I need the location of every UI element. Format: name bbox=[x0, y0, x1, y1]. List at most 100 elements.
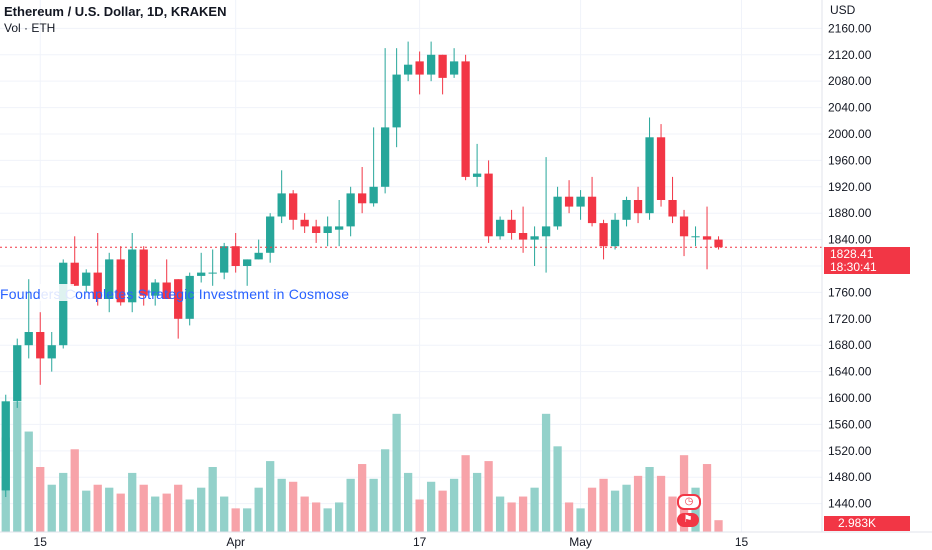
volume-bar bbox=[36, 467, 45, 532]
symbol-title[interactable]: Ethereum / U.S. Dollar, 1D, KRAKEN bbox=[4, 4, 227, 19]
candle-body bbox=[220, 246, 229, 273]
volume-bar bbox=[553, 446, 562, 532]
volume-bar bbox=[369, 478, 378, 532]
volume-bar bbox=[484, 461, 493, 532]
volume-bar bbox=[312, 502, 321, 532]
candle-body bbox=[449, 61, 459, 75]
candle-body bbox=[679, 216, 689, 237]
volume-bar bbox=[231, 508, 240, 532]
volume-bar bbox=[495, 496, 505, 532]
candle-body bbox=[208, 272, 217, 274]
candle-body bbox=[610, 219, 620, 247]
volume-bar bbox=[541, 413, 551, 532]
time-tick-label: May bbox=[569, 535, 592, 549]
volume-bar bbox=[151, 496, 160, 532]
candle-body bbox=[300, 219, 309, 227]
candle-body bbox=[243, 259, 252, 266]
candle-body bbox=[564, 196, 574, 207]
candle-body bbox=[495, 219, 505, 237]
volume-bar bbox=[277, 478, 286, 532]
volume-bar bbox=[243, 508, 252, 532]
bar-countdown-badge: 18:30:41 bbox=[824, 261, 910, 274]
last-price-badge: 1828.41 bbox=[824, 247, 910, 261]
candle-body bbox=[289, 193, 298, 220]
candle-body bbox=[438, 54, 447, 78]
candle-body bbox=[645, 137, 654, 214]
volume-bar bbox=[426, 481, 436, 532]
candle-body bbox=[1, 401, 10, 491]
candle-body bbox=[139, 249, 148, 296]
price-tick-label: 1840.00 bbox=[828, 233, 872, 247]
candle-body bbox=[668, 199, 677, 217]
candle-body bbox=[392, 74, 401, 128]
price-tick-label: 1720.00 bbox=[828, 312, 872, 326]
candle-body bbox=[576, 196, 585, 207]
candle-body bbox=[82, 272, 91, 286]
volume-bar bbox=[610, 490, 620, 532]
volume-bar bbox=[24, 431, 33, 532]
volume-bar bbox=[266, 461, 275, 532]
candle-body bbox=[714, 239, 723, 248]
candle-body bbox=[656, 137, 666, 200]
volume-bar bbox=[70, 449, 79, 532]
volume-bar bbox=[622, 484, 631, 532]
volume-bars bbox=[1, 402, 723, 532]
candle-body bbox=[185, 275, 194, 319]
candle-body bbox=[530, 236, 539, 240]
volume-bar bbox=[714, 520, 723, 532]
volume-bar bbox=[403, 472, 413, 532]
candle-body bbox=[36, 332, 45, 359]
volume-bar bbox=[116, 493, 125, 532]
candle-body bbox=[105, 259, 114, 300]
volume-bar bbox=[599, 478, 608, 532]
candle-body bbox=[358, 193, 367, 204]
candle-body bbox=[151, 282, 160, 296]
candle-body bbox=[403, 64, 413, 75]
volume-bar bbox=[679, 455, 689, 532]
candle-body bbox=[472, 173, 482, 177]
time-tick-label: Apr bbox=[226, 535, 245, 549]
volume-legend[interactable]: Vol · ETH bbox=[4, 21, 56, 35]
volume-bar bbox=[197, 487, 206, 532]
volume-bar bbox=[128, 472, 137, 532]
volume-bar bbox=[59, 472, 68, 532]
volume-bar bbox=[392, 413, 401, 532]
candle-body bbox=[13, 345, 22, 402]
volume-bar bbox=[174, 484, 183, 532]
volume-bar bbox=[449, 478, 459, 532]
flag-icon[interactable]: ⚑ bbox=[677, 513, 699, 527]
candle-body bbox=[426, 54, 436, 75]
clock-icon[interactable]: ◷ bbox=[677, 494, 701, 510]
volume-bar bbox=[185, 499, 194, 532]
candle-body bbox=[507, 219, 516, 233]
volume-bar bbox=[380, 449, 390, 532]
candle-body bbox=[162, 282, 171, 300]
volume-bar bbox=[323, 508, 332, 532]
volume-bar bbox=[507, 502, 516, 532]
price-tick-label: 2080.00 bbox=[828, 74, 872, 88]
price-tick-label: 1600.00 bbox=[828, 391, 872, 405]
volume-bar bbox=[220, 496, 229, 532]
candle-body bbox=[93, 272, 102, 300]
candle-body bbox=[702, 236, 712, 240]
price-tick-label: 1440.00 bbox=[828, 497, 872, 511]
volume-bar bbox=[645, 467, 654, 532]
price-tick-label: 1480.00 bbox=[828, 470, 872, 484]
candle-body bbox=[461, 61, 470, 177]
candle-body bbox=[415, 61, 424, 75]
volume-bar bbox=[13, 402, 22, 532]
volume-bar bbox=[162, 493, 171, 532]
price-tick-label: 1880.00 bbox=[828, 206, 872, 220]
price-tick-label: 2160.00 bbox=[828, 21, 872, 35]
news-headline[interactable]: Founders Completes Strategic Investment … bbox=[0, 286, 350, 302]
chart-legend: Ethereum / U.S. Dollar, 1D, KRAKEN Vol ·… bbox=[4, 4, 227, 35]
currency-label[interactable]: USD bbox=[830, 3, 856, 17]
candle-body bbox=[116, 259, 125, 303]
candle-body bbox=[174, 279, 183, 319]
candle-body bbox=[47, 345, 56, 359]
candle-body bbox=[231, 246, 240, 266]
price-tick-label: 1520.00 bbox=[828, 444, 872, 458]
volume-bar bbox=[139, 484, 148, 532]
volume-bar bbox=[564, 502, 574, 532]
